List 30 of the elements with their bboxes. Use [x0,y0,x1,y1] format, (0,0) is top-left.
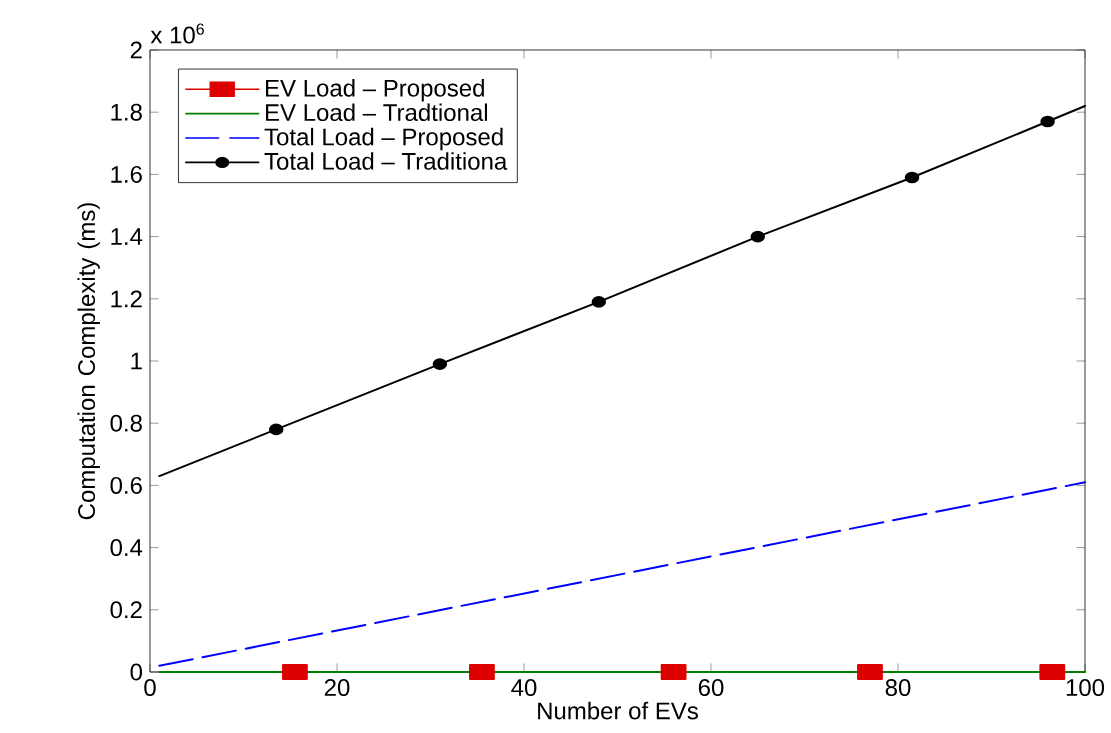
y-tick-label: 1.6 [111,165,142,183]
x-axis-title: Number of EVs [538,701,698,720]
x-tick-label: 40 [511,679,537,697]
point [750,230,765,243]
point [268,423,284,436]
legend-label: EV Load – Tradtional [266,103,487,122]
point [432,358,448,370]
x-tick-label: 20 [324,679,350,697]
legend-label: Total Load – Proposed [264,127,503,151]
y-tick-label: 1.2 [111,290,142,308]
y-tick-label: 1.8 [111,103,142,121]
x-tick-label: 100 [1066,679,1105,697]
point [1040,115,1055,128]
y-tick-label: 0.6 [110,476,142,494]
legend-label: Total Load – Traditiona [264,152,508,170]
y-tick-label: 0.4 [110,539,143,557]
y-tick-label: 0.2 [110,601,142,619]
x-tick-label: 80 [885,679,911,697]
y-tick-label: 0.8 [110,414,142,432]
x-tick-label: 60 [698,679,724,697]
x-tick-label: 0 [144,679,156,697]
legend-label: EV Load – Proposed [266,79,484,102]
point [904,171,920,184]
y-tick-label: 1.4 [111,228,143,245]
y-axis-title: Computation Complexity (ms) [77,203,100,520]
point [591,296,607,308]
y-tick-label: 2 [130,41,142,59]
text: x 10$^{6}$ [150,23,204,44]
y-tick-label: 1 [131,352,142,370]
y-tick-label: 0 [130,663,143,681]
